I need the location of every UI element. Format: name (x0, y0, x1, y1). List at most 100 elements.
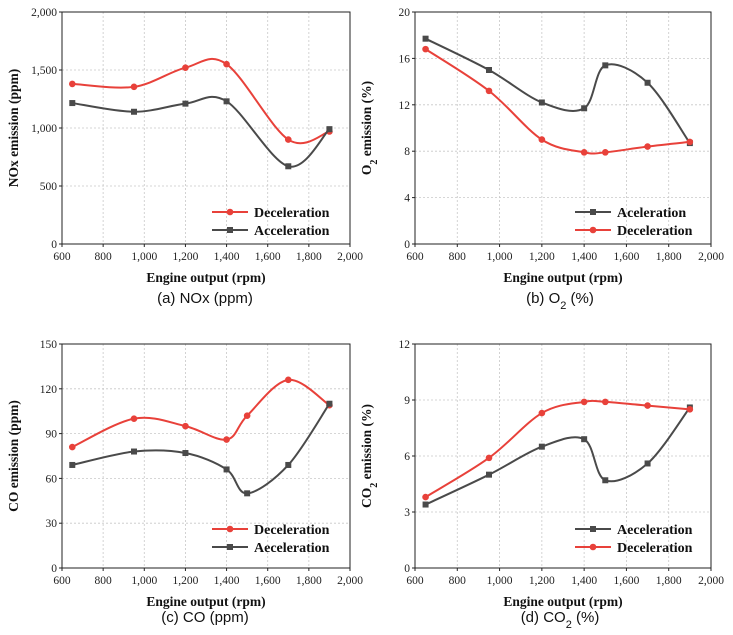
panel-caption-subscript: 2 (560, 300, 566, 312)
y-tick-label: 4 (404, 193, 410, 205)
series-line (72, 403, 331, 495)
data-point (223, 60, 230, 68)
data-point (422, 493, 429, 501)
x-tick-label: 1,400 (571, 251, 597, 263)
data-point (326, 126, 333, 133)
data-point (644, 143, 651, 150)
data-point (130, 83, 138, 91)
panel-caption-main: (b) O (526, 290, 560, 307)
data-point (326, 400, 333, 407)
series-deceleration (68, 58, 333, 145)
y-tick-label: 12 (399, 339, 411, 351)
x-tick-label: 1,200 (529, 251, 555, 263)
series-line (425, 37, 691, 144)
data-point (581, 105, 588, 112)
legend-label: Deceleration (617, 224, 693, 239)
data-point (182, 450, 189, 457)
y-axis-label-main: NOx emission (ppm) (6, 69, 21, 188)
y-tick-label: 9 (404, 395, 410, 407)
legend-label: Aeceleration (617, 523, 693, 538)
panel-caption: (d) CO2 (%) (521, 609, 600, 631)
x-tick-label: 1,600 (613, 251, 639, 263)
x-tick-label: 2,000 (337, 251, 363, 263)
y-tick-label: 20 (399, 7, 411, 19)
data-point (130, 415, 138, 422)
data-point (284, 376, 292, 384)
x-tick-label: 600 (406, 251, 424, 263)
data-point (68, 443, 76, 451)
panel-caption: (a) NOx (ppm) (157, 290, 253, 307)
x-tick-label: 800 (449, 575, 467, 587)
legend-marker (227, 227, 233, 233)
data-point (422, 501, 429, 508)
data-point (538, 136, 546, 143)
x-tick-label: 600 (406, 575, 424, 587)
series-line (72, 96, 331, 168)
y-axis-label-subscript: 2 (369, 483, 380, 488)
legend-label: Aeceleration (254, 541, 330, 556)
y-axis-label: O2 emission (%) (359, 81, 380, 175)
x-tick-label: 1,600 (255, 251, 281, 263)
panel-caption-main: (d) CO (521, 609, 566, 626)
chart-panel-3: 0 3 6 9 12 600 800 1,000 1,200 1,400 1,600 1,800 2,0… (359, 339, 724, 631)
series-aceleration (422, 35, 693, 147)
legend-label: Deceleration (254, 523, 330, 538)
y-tick-label: 3 (404, 507, 410, 519)
chart-panel-2: 0 30 60 90 120 150 600 800 1,000 1,200 1,400 1,600 1… (6, 339, 363, 626)
data-point (486, 67, 492, 73)
data-point (580, 149, 588, 156)
y-axis-label-subscript: 2 (369, 160, 380, 165)
x-tick-label: 800 (95, 575, 113, 587)
x-tick-label: 1,000 (487, 575, 513, 587)
y-tick-label: 6 (404, 451, 410, 463)
series-line (425, 48, 690, 155)
x-axis-label: Engine output (rpm) (503, 270, 622, 285)
data-point (69, 100, 76, 107)
panel-caption-tail: (%) (572, 609, 600, 626)
x-tick-label: 1,600 (255, 575, 281, 587)
data-point (538, 99, 545, 106)
x-tick-label: 800 (95, 251, 113, 263)
x-tick-label: 1,000 (487, 251, 513, 263)
series-deceleration (422, 45, 694, 156)
y-axis-label-main: CO (359, 488, 374, 508)
data-point (285, 163, 292, 170)
x-tick-label: 2,000 (698, 575, 724, 587)
y-tick-label: 0 (404, 239, 410, 251)
data-point (223, 98, 230, 105)
y-axis-label-tail: emission (%) (359, 81, 374, 160)
data-point (602, 62, 609, 69)
x-tick-label: 1,000 (131, 575, 157, 587)
data-point (68, 80, 76, 88)
y-axis-label-main: O (359, 165, 374, 176)
y-tick-label: 0 (404, 563, 410, 575)
x-tick-label: 2,000 (337, 575, 363, 587)
legend-marker (226, 525, 234, 533)
series-line (72, 58, 330, 145)
data-point (422, 35, 429, 42)
panel-caption: (c) CO (ppm) (161, 609, 249, 626)
data-point (686, 138, 694, 146)
data-point (581, 436, 588, 443)
data-point (601, 398, 609, 406)
data-point (131, 108, 137, 115)
y-tick-label: 8 (404, 146, 410, 158)
y-tick-label: 60 (46, 473, 58, 485)
series-line (425, 406, 691, 506)
y-tick-label: 90 (46, 429, 58, 441)
y-axis-label: CO2 emission (%) (359, 404, 380, 508)
y-axis-label: NOx emission (ppm) (6, 69, 21, 188)
panel-caption: (b) O2 (%) (526, 290, 594, 312)
series-line (425, 399, 690, 498)
data-point (485, 87, 493, 95)
y-tick-label: 150 (40, 339, 58, 351)
data-point (644, 460, 651, 467)
panel-caption-main: (c) CO (ppm) (161, 609, 249, 626)
data-point (644, 79, 651, 86)
x-axis-label: Engine output (rpm) (503, 594, 622, 609)
y-tick-label: 16 (399, 53, 411, 65)
data-point (243, 412, 251, 419)
legend-marker (226, 208, 234, 216)
chart-panel-1: 0 4 8 12 16 20 600 800 1,000 1,200 1,400 1,600 1,800… (359, 7, 724, 312)
data-point (485, 454, 493, 462)
